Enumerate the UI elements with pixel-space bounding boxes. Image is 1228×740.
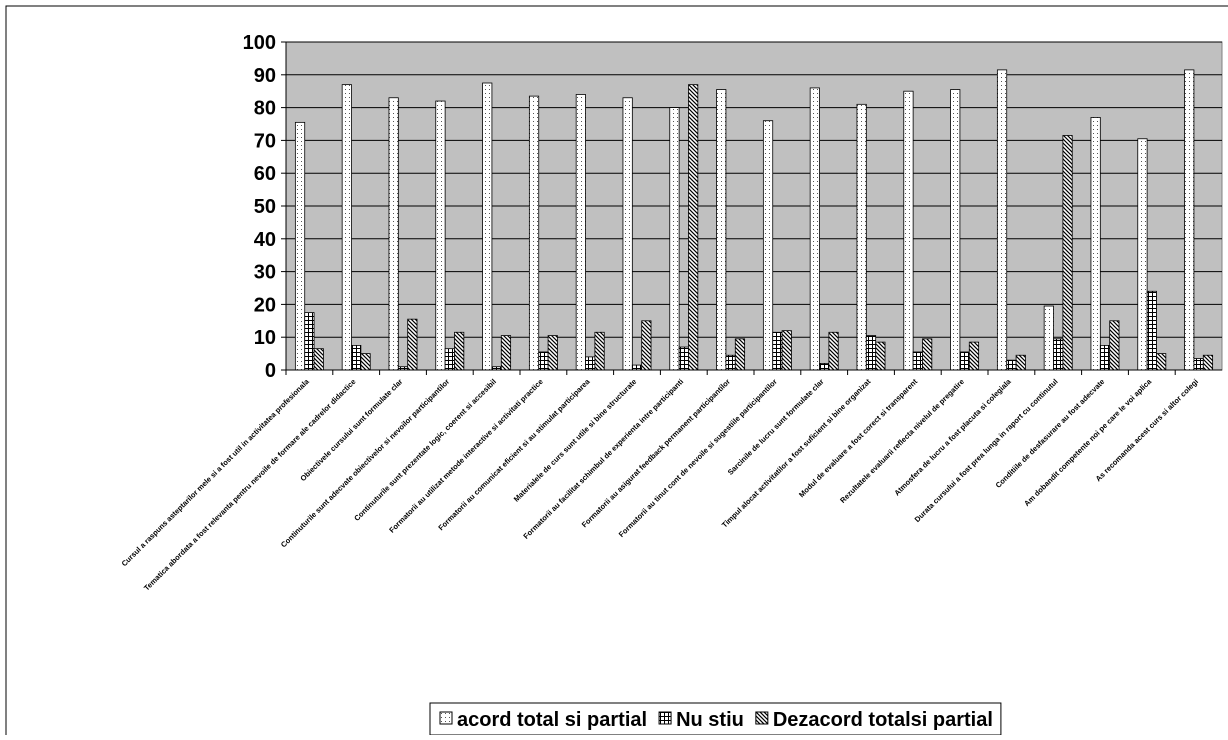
x-tick-label: Formatorii au utilizat metode interactiv…	[387, 377, 545, 535]
bar	[594, 331, 605, 371]
bar	[351, 344, 362, 371]
legend-swatch	[755, 711, 769, 725]
bar	[716, 89, 727, 371]
y-tick-label: 50	[254, 196, 276, 218]
bar	[538, 351, 549, 371]
y-tick-label: 10	[254, 327, 276, 349]
x-tick-label: Tematica abordata a fost relevanta pentr…	[142, 377, 358, 593]
bar	[734, 338, 746, 371]
bar	[585, 356, 596, 371]
bar	[903, 90, 914, 371]
bar	[968, 341, 980, 371]
x-tick-label: Continuturile sunt adecvate obiectivelor…	[279, 377, 451, 549]
y-tick-label: 60	[254, 163, 276, 185]
bar	[1146, 290, 1157, 371]
bar	[622, 97, 633, 371]
y-tick-label: 30	[254, 262, 276, 284]
bar	[435, 100, 446, 371]
x-tick-label: Obiectivele cursului sunt formulate clar	[298, 377, 404, 483]
bar	[828, 331, 839, 371]
legend-label: acord total si partial	[457, 709, 647, 731]
bar	[294, 121, 306, 371]
bar	[1090, 117, 1101, 371]
bar	[865, 335, 877, 371]
bar	[781, 330, 792, 371]
bar	[996, 69, 1008, 371]
bar	[912, 351, 923, 371]
bar	[528, 95, 540, 371]
bar	[856, 103, 867, 371]
y-tick-label: 90	[254, 65, 276, 87]
bar	[959, 351, 970, 371]
bar	[1202, 354, 1214, 371]
bar	[1015, 354, 1026, 371]
bar	[762, 120, 774, 371]
bar	[1062, 135, 1073, 371]
bar	[575, 94, 586, 371]
bar	[631, 364, 643, 371]
legend-label: Dezacord totalsi partial	[773, 709, 993, 731]
bar	[819, 363, 830, 371]
legend-box	[429, 702, 1002, 736]
bar	[313, 348, 324, 371]
bar	[360, 353, 371, 371]
bar	[1184, 69, 1195, 371]
y-tick-label: 80	[254, 98, 276, 120]
bar	[547, 335, 558, 371]
bar	[482, 82, 493, 371]
x-tick-label: Sarcinile de lucru sunt formulate clar	[726, 377, 826, 477]
bar	[388, 97, 399, 371]
y-tick-label: 70	[254, 130, 276, 152]
bar	[1137, 138, 1148, 371]
bar	[454, 331, 465, 371]
bar	[875, 341, 886, 371]
bar	[304, 312, 315, 371]
bar	[678, 346, 689, 371]
x-tick-label: Formatorii au tinut cont de nevoile si s…	[617, 377, 779, 539]
legend-swatch	[439, 711, 453, 725]
y-tick-label: 40	[254, 229, 276, 251]
bar	[341, 84, 352, 371]
bar	[1043, 305, 1054, 371]
bar	[669, 107, 680, 371]
bar	[772, 331, 783, 371]
y-tick-label: 0	[265, 360, 276, 382]
bar	[1109, 320, 1120, 371]
bar	[809, 87, 820, 371]
legend-label: Nu stiu	[676, 709, 744, 731]
chart-border	[5, 5, 1228, 740]
legend-swatch	[658, 711, 672, 725]
bar	[641, 320, 652, 371]
y-tick-label: 20	[254, 294, 276, 316]
bar	[1006, 359, 1017, 371]
bar	[1053, 338, 1064, 371]
bar	[500, 335, 512, 371]
y-tick-label: 100	[243, 32, 276, 54]
bar	[407, 318, 418, 371]
x-tick-label: As recomanda acest curs si altor colegi	[1094, 377, 1200, 483]
bar	[688, 84, 699, 371]
bar	[1099, 344, 1111, 371]
bar	[1156, 353, 1167, 371]
bar	[922, 338, 933, 371]
bar	[950, 89, 961, 371]
bar	[444, 348, 455, 371]
bar	[725, 354, 736, 371]
x-tick-label: Formatorii au facilitat schimbul de expe…	[521, 377, 685, 541]
bar	[1193, 358, 1204, 371]
